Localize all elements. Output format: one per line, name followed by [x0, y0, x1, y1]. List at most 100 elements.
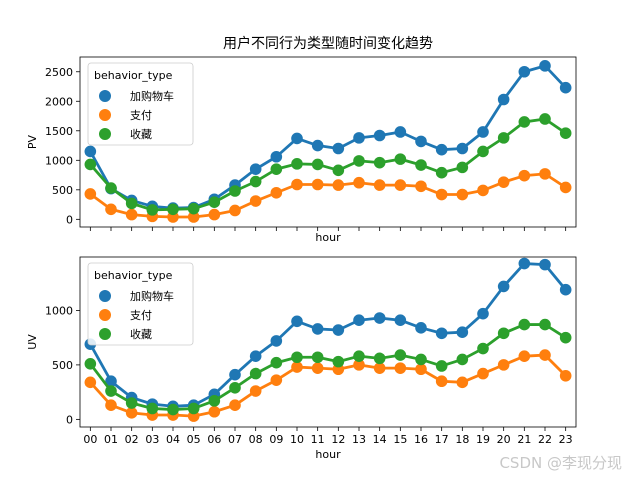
- data-point: [187, 202, 200, 215]
- data-point: [105, 182, 117, 194]
- data-point: [84, 158, 97, 171]
- data-point: [332, 179, 345, 191]
- data-point: [229, 368, 241, 381]
- data-point: [125, 407, 138, 419]
- data-point: [518, 257, 531, 270]
- data-point: [167, 203, 179, 216]
- legend-marker: [99, 328, 111, 340]
- x-tick-label: 12: [331, 433, 345, 446]
- data-point: [559, 369, 572, 382]
- y-tick-label: 0: [66, 213, 73, 226]
- data-point: [477, 342, 489, 355]
- data-point: [456, 142, 469, 155]
- data-point: [353, 176, 365, 189]
- data-point: [125, 208, 138, 221]
- data-point: [249, 195, 262, 207]
- data-point: [415, 135, 427, 148]
- data-point: [559, 283, 572, 296]
- data-point: [518, 350, 531, 362]
- data-point: [456, 161, 469, 174]
- x-tick-label: 16: [414, 433, 428, 446]
- x-axis-label: hour: [315, 448, 341, 461]
- data-point: [518, 318, 531, 331]
- x-tick-label: 22: [538, 433, 552, 446]
- data-point: [311, 323, 324, 335]
- data-point: [518, 65, 531, 78]
- x-tick-label: 17: [435, 433, 449, 446]
- data-point: [373, 362, 386, 374]
- data-point: [497, 359, 510, 371]
- watermark: CSDN @李现分现: [499, 454, 622, 472]
- data-point: [187, 211, 200, 223]
- data-point: [332, 355, 345, 368]
- x-tick-label: 18: [455, 433, 469, 446]
- data-point: [270, 356, 283, 369]
- data-point: [456, 353, 469, 366]
- data-point: [477, 184, 489, 197]
- x-tick-label: 08: [249, 433, 263, 446]
- data-point: [373, 179, 386, 191]
- data-point: [497, 93, 510, 106]
- data-point: [435, 188, 448, 201]
- legend-marker: [99, 128, 111, 140]
- data-point: [146, 204, 159, 216]
- chart-title: 用户不同行为类型随时间变化趋势: [223, 35, 433, 52]
- data-point: [539, 349, 551, 361]
- y-tick-label: 500: [52, 359, 73, 372]
- data-point: [477, 126, 489, 138]
- data-point: [373, 156, 386, 169]
- data-point: [332, 164, 345, 177]
- x-tick-label: 13: [352, 433, 366, 446]
- legend-title: behavior_type: [94, 69, 173, 82]
- data-point: [125, 197, 138, 210]
- data-point: [125, 397, 138, 409]
- y-tick-label: 500: [52, 184, 73, 197]
- y-tick-label: 0: [66, 413, 73, 426]
- data-point: [435, 327, 448, 340]
- legend-entry-label: 加购物车: [130, 289, 174, 303]
- legend-entry-label: 支付: [130, 109, 152, 122]
- y-tick-label: 1500: [45, 125, 73, 138]
- data-point: [394, 179, 407, 191]
- data-point: [84, 357, 97, 370]
- x-tick-label: 05: [187, 433, 201, 446]
- data-point: [477, 307, 489, 320]
- data-point: [332, 324, 345, 336]
- data-point: [559, 181, 572, 194]
- data-point: [477, 367, 489, 380]
- data-point: [539, 258, 551, 271]
- legend-marker: [99, 109, 111, 121]
- data-point: [435, 375, 448, 388]
- data-point: [270, 150, 283, 163]
- data-point: [208, 405, 221, 418]
- x-tick-label: 09: [269, 433, 283, 446]
- data-point: [559, 81, 572, 94]
- data-point: [415, 322, 427, 334]
- data-point: [291, 361, 303, 373]
- chart-panel-uv: 0 500 1000 00 01 02 03 04 05 06 07 08 09 10 11 12 13 14 15…: [26, 256, 577, 461]
- data-point: [415, 363, 427, 376]
- legend-entry-label: 支付: [130, 309, 152, 322]
- data-point: [84, 188, 97, 200]
- data-point: [270, 163, 283, 175]
- data-point: [477, 145, 489, 158]
- x-tick-label: 19: [476, 433, 490, 446]
- data-point: [270, 374, 283, 386]
- data-point: [518, 116, 531, 128]
- x-tick-label: 15: [393, 433, 407, 446]
- legend-marker: [99, 290, 111, 302]
- data-point: [373, 352, 386, 365]
- data-point: [105, 203, 117, 216]
- data-point: [353, 314, 365, 327]
- data-point: [394, 314, 407, 327]
- data-point: [435, 360, 448, 372]
- data-point: [539, 318, 551, 331]
- x-tick-label: 21: [517, 433, 531, 446]
- data-point: [291, 315, 303, 328]
- x-tick-label: 14: [373, 433, 387, 446]
- x-tick-label: 01: [104, 433, 118, 446]
- data-point: [208, 196, 221, 209]
- data-point: [456, 188, 469, 201]
